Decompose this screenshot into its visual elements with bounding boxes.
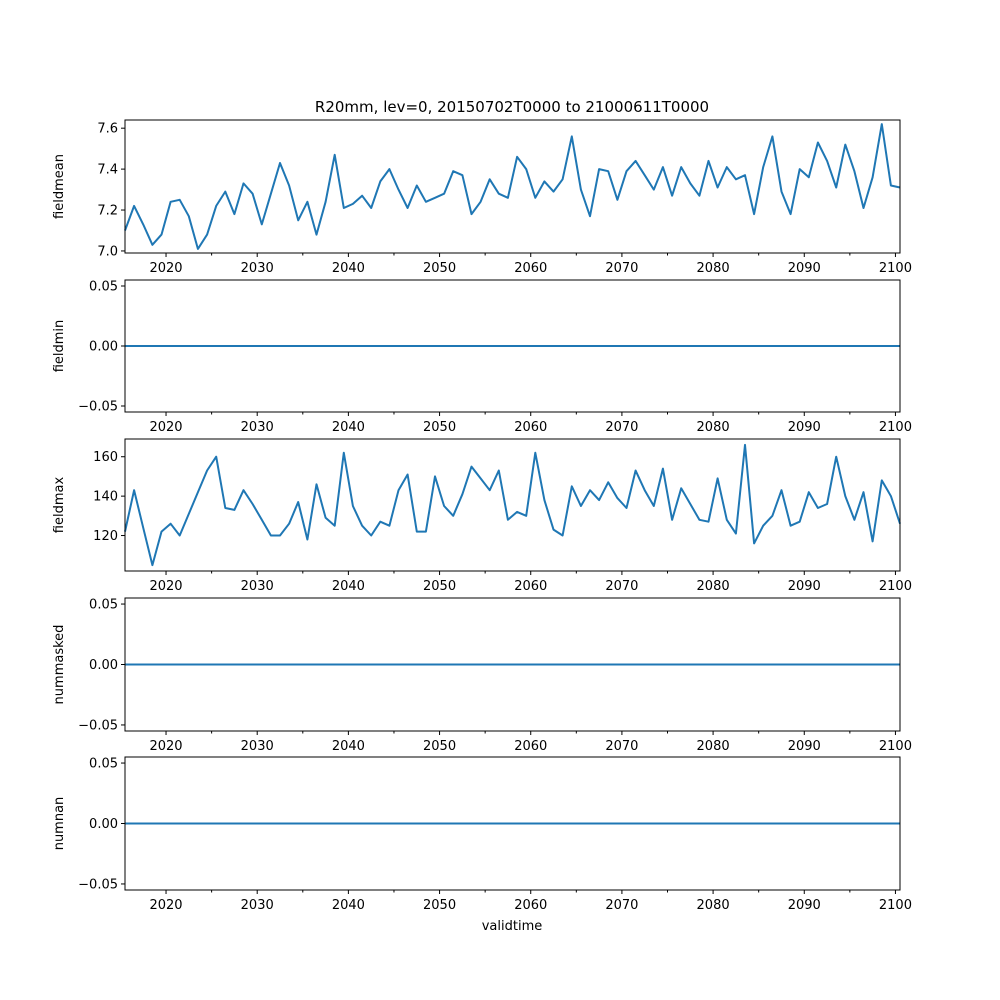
x-tick-label: 2080 xyxy=(697,420,730,435)
axes-frame xyxy=(124,756,901,891)
x-tick-label: 2060 xyxy=(514,261,547,276)
y-tick-label: 0.00 xyxy=(89,817,118,832)
x-tick-label: 2100 xyxy=(879,420,912,435)
y-tick-label: −0.05 xyxy=(78,718,118,733)
x-tick-label: 2100 xyxy=(879,261,912,276)
x-tick-label: 2090 xyxy=(788,420,821,435)
axes-frame xyxy=(124,438,901,572)
series-line-fieldmean xyxy=(124,123,901,250)
x-tick-label: 2030 xyxy=(241,898,274,913)
x-tick-label: 2020 xyxy=(149,579,182,594)
x-tick-label: 2050 xyxy=(423,420,456,435)
x-tick-label: 2040 xyxy=(332,261,365,276)
x-tick-label: 2020 xyxy=(149,898,182,913)
x-tick-label: 2040 xyxy=(332,420,365,435)
y-tick-label: 120 xyxy=(93,529,118,544)
x-tick-label: 2040 xyxy=(332,898,365,913)
y-tick-label: 0.05 xyxy=(89,598,118,613)
x-tick-label: 2100 xyxy=(879,739,912,754)
y-axis-label: fieldmin xyxy=(52,320,67,373)
x-tick-label: 2040 xyxy=(332,739,365,754)
x-tick-label: 2080 xyxy=(697,898,730,913)
y-tick-label: −0.05 xyxy=(78,400,118,415)
x-tick-label: 2020 xyxy=(149,420,182,435)
x-tick-label: 2030 xyxy=(241,420,274,435)
x-tick-label: 2050 xyxy=(423,739,456,754)
x-tick-label: 2060 xyxy=(514,898,547,913)
axes-frame xyxy=(124,119,901,254)
x-tick-label: 2070 xyxy=(605,739,638,754)
x-tick-label: 2080 xyxy=(697,261,730,276)
x-tick-label: 2020 xyxy=(149,739,182,754)
y-tick-label: 7.6 xyxy=(97,122,118,137)
x-tick-label: 2040 xyxy=(332,579,365,594)
x-tick-label: 2030 xyxy=(241,739,274,754)
x-tick-label: 2070 xyxy=(605,898,638,913)
y-tick-label: 160 xyxy=(93,450,118,465)
y-tick-label: 0.05 xyxy=(89,280,118,295)
panel-nummasked: −0.05 0.00 0.05 2020 2030 2040 2050 2060 2070 208… xyxy=(52,597,912,754)
series-line-fieldmax xyxy=(124,443,901,567)
axes-frame xyxy=(124,597,901,732)
y-tick-label: −0.05 xyxy=(78,877,118,892)
chart-title: R20mm, lev=0, 20150702T0000 to 21000611T… xyxy=(315,98,709,116)
x-tick-label: 2070 xyxy=(605,420,638,435)
x-tick-label: 2030 xyxy=(241,579,274,594)
panel-fieldmin: −0.05 0.00 0.05 2020 2030 2040 2050 2060 2070 208… xyxy=(52,279,912,435)
x-tick-label: 2080 xyxy=(697,739,730,754)
x-tick-label: 2100 xyxy=(879,579,912,594)
x-tick-label: 2050 xyxy=(423,261,456,276)
y-tick-label: 7.0 xyxy=(97,244,118,259)
x-tick-label: 2080 xyxy=(697,579,730,594)
axes-frame xyxy=(124,279,901,413)
y-tick-label: 140 xyxy=(93,490,118,505)
x-tick-label: 2030 xyxy=(241,261,274,276)
x-tick-label: 2070 xyxy=(605,261,638,276)
y-tick-label: 0.05 xyxy=(89,757,118,772)
x-tick-label: 2060 xyxy=(514,739,547,754)
y-tick-label: 0.00 xyxy=(89,340,118,355)
x-tick-label: 2090 xyxy=(788,579,821,594)
x-axis-label: validtime xyxy=(482,919,543,934)
y-tick-label: 7.4 xyxy=(97,163,118,178)
x-tick-label: 2020 xyxy=(149,261,182,276)
x-tick-label: 2090 xyxy=(788,261,821,276)
panel-numnan: −0.05 0.00 0.05 2020 2030 2040 2050 2060 2070 208… xyxy=(52,756,912,913)
panel-fieldmean: 7.0 7.2 7.4 7.6 2020 2030 2040 2050 2060 2070 2080… xyxy=(52,119,912,276)
x-tick-label: 2060 xyxy=(514,579,547,594)
x-tick-label: 2070 xyxy=(605,579,638,594)
x-tick-label: 2050 xyxy=(423,898,456,913)
y-axis-label: fieldmax xyxy=(52,477,67,534)
y-axis-label: numnan xyxy=(52,797,67,851)
x-tick-label: 2060 xyxy=(514,420,547,435)
y-axis-label: fieldmean xyxy=(52,154,67,219)
y-tick-label: 7.2 xyxy=(97,204,118,219)
x-tick-label: 2050 xyxy=(423,579,456,594)
panel-fieldmax: 120 140 160 2020 2030 2040 2050 2060 2070 2080 209… xyxy=(52,438,912,594)
y-tick-label: 0.00 xyxy=(89,658,118,673)
x-tick-label: 2090 xyxy=(788,739,821,754)
y-axis-label: nummasked xyxy=(52,625,67,705)
x-tick-label: 2090 xyxy=(788,898,821,913)
x-tick-label: 2100 xyxy=(879,898,912,913)
